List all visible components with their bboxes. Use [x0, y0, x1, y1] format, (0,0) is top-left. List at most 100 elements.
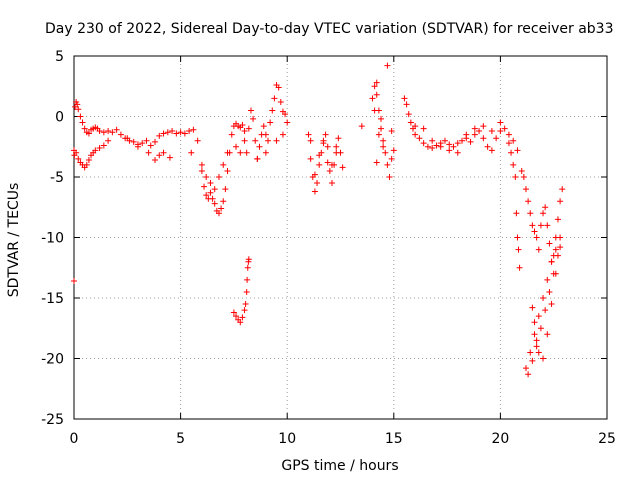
- data-point: [333, 149, 340, 156]
- data-point: [160, 149, 167, 156]
- data-point: [117, 131, 124, 138]
- data-point: [188, 149, 195, 156]
- data-point: [542, 307, 549, 314]
- data-point: [388, 128, 395, 135]
- data-point: [160, 130, 167, 137]
- data-point: [533, 234, 540, 241]
- data-point: [416, 135, 423, 142]
- data-point: [510, 161, 517, 168]
- data-point: [388, 155, 395, 162]
- data-point: [222, 186, 229, 193]
- data-point: [203, 174, 210, 180]
- y-tick-label: -25: [41, 412, 64, 428]
- data-point: [273, 137, 280, 144]
- data-point: [252, 137, 259, 144]
- data-point: [166, 154, 173, 161]
- data-point: [311, 171, 318, 178]
- data-point: [316, 161, 323, 168]
- data-point: [244, 264, 251, 271]
- data-point: [488, 128, 495, 135]
- data-point: [384, 62, 391, 69]
- data-point: [533, 343, 540, 350]
- data-point: [420, 140, 427, 147]
- data-point: [75, 106, 82, 113]
- data-point: [279, 131, 286, 138]
- data-point: [215, 174, 222, 180]
- data-point: [186, 128, 193, 135]
- data-point: [548, 258, 555, 265]
- data-point: [100, 142, 107, 149]
- data-point: [535, 246, 542, 253]
- data-point: [164, 129, 171, 136]
- data-point: [83, 161, 90, 168]
- data-point: [134, 143, 141, 150]
- data-point: [371, 107, 378, 114]
- data-point: [369, 95, 376, 102]
- data-point: [169, 128, 176, 135]
- data-point: [105, 137, 112, 144]
- data-point: [537, 222, 544, 229]
- data-point: [243, 288, 250, 295]
- data-point: [203, 192, 210, 199]
- data-point: [239, 121, 246, 128]
- data-point: [305, 131, 312, 138]
- data-point: [139, 140, 146, 147]
- x-tick-label: 5: [176, 431, 185, 447]
- y-tick-label: -5: [50, 170, 64, 186]
- data-point: [262, 131, 269, 138]
- data-point: [147, 142, 154, 149]
- data-point: [156, 152, 163, 159]
- data-point: [335, 135, 342, 142]
- data-point: [92, 147, 99, 154]
- data-point: [505, 140, 512, 147]
- data-point: [420, 125, 427, 132]
- data-point: [554, 252, 561, 259]
- data-point: [220, 161, 227, 168]
- data-point: [262, 149, 269, 156]
- data-point: [459, 137, 466, 144]
- data-point: [525, 371, 532, 378]
- data-point: [152, 157, 159, 164]
- data-point: [412, 123, 419, 130]
- data-point: [535, 313, 542, 320]
- grid-lines: [74, 56, 607, 419]
- y-tick-label: -15: [41, 291, 64, 307]
- data-point: [512, 174, 519, 180]
- data-point: [190, 126, 197, 133]
- data-point: [324, 143, 331, 150]
- y-tick-label: -10: [41, 231, 64, 247]
- data-point: [501, 125, 508, 132]
- data-point: [522, 186, 529, 193]
- data-point: [130, 138, 137, 145]
- data-point: [525, 198, 532, 205]
- x-axis-label: GPS time / hours: [281, 458, 398, 474]
- data-point: [181, 130, 188, 137]
- data-point: [81, 125, 88, 132]
- data-point: [429, 137, 436, 144]
- data-point: [520, 174, 527, 180]
- data-point: [529, 357, 536, 364]
- data-point: [173, 130, 180, 137]
- data-point: [510, 137, 517, 144]
- data-point: [515, 246, 522, 253]
- data-point: [546, 240, 553, 247]
- data-point: [518, 167, 525, 174]
- data-point: [446, 147, 453, 154]
- x-tick-label: 20: [491, 431, 509, 447]
- data-point: [454, 149, 461, 156]
- data-point: [529, 222, 536, 229]
- data-point: [277, 98, 284, 105]
- data-point: [529, 304, 536, 311]
- data-point: [544, 276, 551, 283]
- data-point: [152, 138, 159, 145]
- data-point: [386, 174, 393, 180]
- data-point: [333, 143, 340, 150]
- chart-title: Day 230 of 2022, Sidereal Day-to-day VTE…: [45, 21, 614, 37]
- data-point: [271, 95, 278, 102]
- data-point: [242, 301, 249, 308]
- data-point: [371, 83, 378, 90]
- data-point: [382, 149, 389, 156]
- x-axis: 0 5 10 15 20 25: [70, 56, 616, 447]
- data-point: [85, 157, 92, 164]
